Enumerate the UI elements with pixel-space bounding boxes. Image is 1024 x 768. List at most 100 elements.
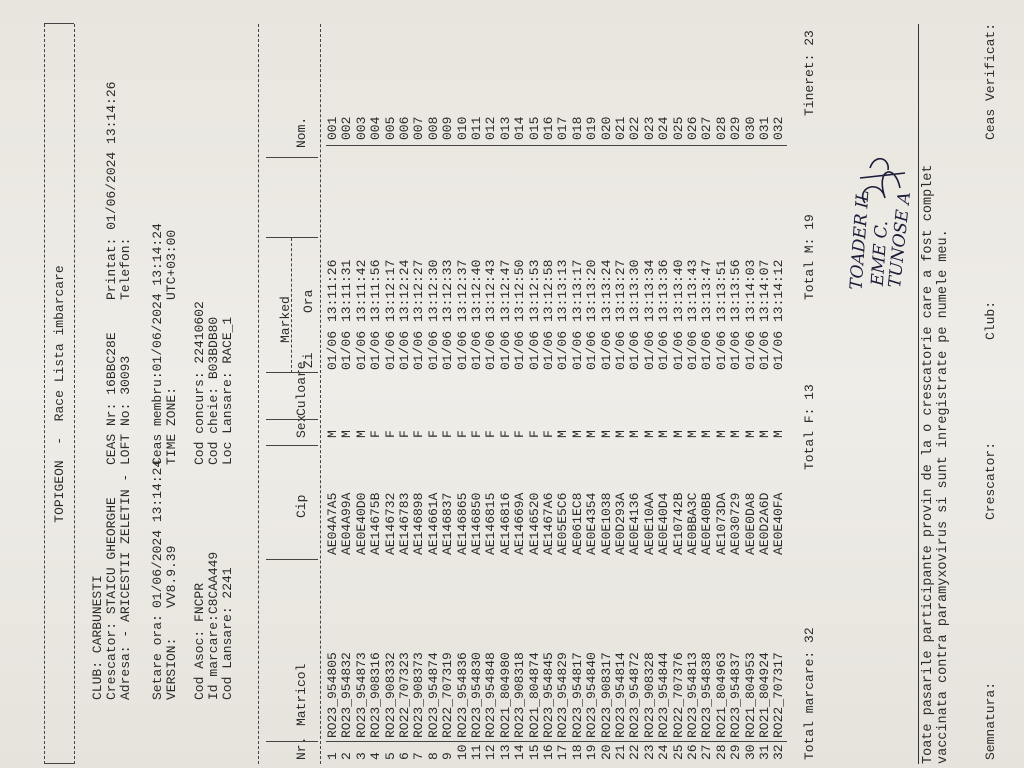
table-cell: RO23_954813: [685, 652, 700, 738]
table-cell: 19: [584, 744, 600, 760]
table-cell: 01/06: [757, 330, 772, 370]
table-cell: 01/06: [742, 330, 758, 370]
table-cell: 01/06: [469, 330, 484, 370]
table-cell: 01/06: [584, 330, 600, 370]
table-cell: 12: [483, 744, 499, 760]
table-cell: 13:13:27: [613, 259, 628, 322]
table-cell: 027: [699, 116, 715, 140]
column-header: Matricol: [294, 663, 309, 726]
table-cell: RO23_954817: [569, 652, 585, 738]
table-cell: AE146898: [411, 492, 427, 555]
table-cell: 01/06: [641, 330, 657, 370]
signature-label: Crescator:: [983, 441, 998, 520]
table-cell: 01/06: [627, 330, 643, 370]
table-cell: 4: [368, 752, 384, 760]
total-m: Total M: 19: [802, 214, 817, 300]
table-cell: 01/06: [483, 330, 499, 370]
version-value: VV8.9.39: [164, 545, 179, 608]
table-cell: AE14675B: [368, 492, 384, 555]
table-cell: 01/06: [555, 330, 571, 370]
table-cell: 15: [526, 744, 542, 760]
ceas-membru: Ceas membru:01/06/2024 13:14:24: [150, 223, 165, 465]
table-cell: RO22_707376: [670, 652, 686, 738]
table-cell: 009: [440, 116, 456, 140]
declaration: vaccinata contra paramyxovirus si sunt i…: [936, 229, 951, 764]
column-rule: [266, 372, 318, 373]
total-marcare: Total marcare: 32: [802, 627, 817, 760]
table-cell: 029: [728, 116, 744, 140]
rule: [320, 24, 321, 764]
table-cell: 01/06: [339, 330, 355, 370]
table-cell: AE030729: [728, 492, 744, 555]
table-cell: 13:11:26: [325, 259, 340, 322]
table-cell: F: [454, 430, 470, 438]
table-cell: 003: [353, 116, 369, 140]
table-cell: 30: [742, 744, 758, 760]
table-cell: RO23_908317: [598, 652, 614, 738]
table-cell: 021: [613, 116, 628, 140]
table-cell: 13:14:12: [771, 259, 787, 322]
column-header: Nom.: [294, 116, 309, 148]
table-cell: 13:14:07: [757, 259, 772, 322]
table-cell: 011: [469, 116, 484, 140]
table-cell: 01/06: [440, 330, 456, 370]
table-cell: 13:13:17: [569, 259, 585, 322]
table-cell: 013: [497, 116, 513, 140]
table-cell: M: [613, 430, 628, 438]
table-cell: 22: [627, 744, 643, 760]
table-cell: AE0E4136: [627, 492, 643, 555]
table-cell: 9: [440, 752, 456, 760]
table-cell: 13:13:36: [656, 259, 672, 322]
cod-asoc: Cod Asoc: FNCPR: [192, 582, 207, 700]
table-cell: 01/06: [368, 330, 384, 370]
table-cell: 014: [512, 116, 528, 140]
table-cell: 13:13:13: [555, 259, 571, 322]
table-cell: 019: [584, 116, 600, 140]
table-cell: RO23_954848: [483, 652, 499, 738]
table-cell: 01/06: [353, 330, 369, 370]
table-cell: 015: [526, 116, 542, 140]
table-cell: 030: [742, 116, 758, 140]
table-cell: 13:12:53: [526, 259, 542, 322]
table-cell: 01/06: [569, 330, 585, 370]
column-rule: [326, 145, 787, 146]
total-f: Total F: 13: [802, 384, 817, 470]
table-cell: 13:12:17: [382, 259, 398, 322]
table-cell: 2: [339, 752, 355, 760]
table-cell: F: [397, 430, 412, 438]
table-cell: 01/06: [541, 330, 556, 370]
table-cell: RO23_954845: [541, 652, 556, 738]
table-cell: 18: [569, 744, 585, 760]
signature-label: Ceas Verificat:: [983, 22, 998, 140]
table-cell: M: [569, 430, 585, 438]
table-cell: 13:13:40: [670, 259, 686, 322]
table-cell: 13:13:30: [627, 259, 643, 322]
table-cell: 28: [713, 744, 729, 760]
crescator: Crescator: STAICU GHEORGHE: [104, 497, 119, 700]
table-cell: 028: [713, 116, 729, 140]
table-cell: M: [641, 430, 657, 438]
table-cell: M: [713, 430, 729, 438]
signature-scribble: [859, 158, 906, 204]
table-cell: AE146815: [483, 492, 499, 555]
table-cell: 024: [656, 116, 672, 140]
table-cell: RO23_908332: [382, 652, 398, 738]
table-cell: 13:12:33: [440, 259, 456, 322]
table-cell: 26: [685, 744, 700, 760]
table-cell: RO23_954840: [584, 652, 600, 738]
table-cell: 023: [641, 116, 657, 140]
table-cell: 016: [541, 116, 556, 140]
table-cell: 13:12:58: [541, 259, 556, 322]
table-cell: 13:13:51: [713, 259, 729, 322]
table-cell: 01/06: [497, 330, 513, 370]
column-header: Culoare: [294, 361, 309, 416]
table-cell: RO23_954844: [656, 652, 672, 738]
table-cell: 01/06: [397, 330, 412, 370]
table-cell: M: [757, 430, 772, 438]
table-cell: 13:12:24: [397, 259, 412, 322]
table-cell: RO21_804924: [757, 652, 772, 738]
table-cell: 13: [497, 744, 513, 760]
time-zone-label: TIME ZONE:: [164, 386, 179, 465]
table-cell: 017: [555, 116, 571, 140]
